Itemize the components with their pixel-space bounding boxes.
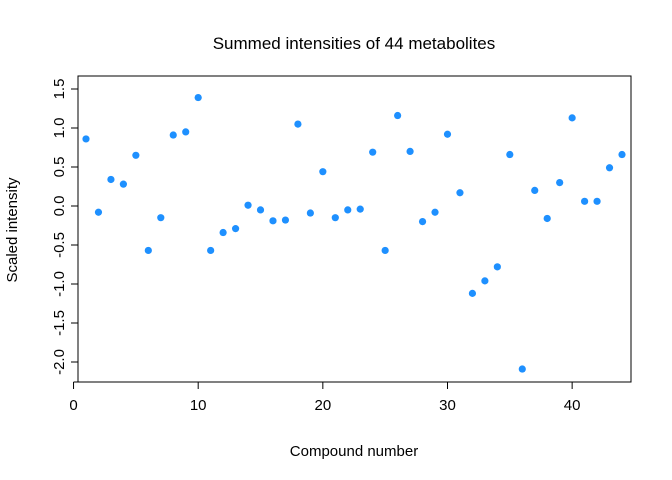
x-tick-label: 30 [439,397,456,414]
data-point [144,246,152,255]
data-point [107,175,115,184]
data-point [244,201,252,209]
data-point [506,150,514,159]
x-axis: 0 10 20 30 40 [69,381,581,414]
y-axis: -2.0 -1.5 -1.0 -0.5 0.0 0.5 1.0 1.5 [51,79,79,375]
x-axis-label: Compound number [290,443,418,460]
chart-title: Summed intensities of 44 metabolites [213,34,496,53]
data-point [132,151,140,159]
data-point [581,197,589,205]
data-point [344,206,352,214]
x-tick-label: 40 [564,397,581,414]
data-point [219,228,227,237]
data-point [605,164,614,172]
y-tick-label: 1.5 [51,79,68,100]
data-point [381,246,389,255]
data-point [207,246,215,255]
data-point [468,289,477,297]
data-point [593,197,601,205]
data-point [182,128,190,136]
data-point [369,148,377,156]
data-point [306,209,314,217]
data-point [256,206,265,214]
data-point [406,147,414,155]
data-point [543,214,551,223]
data-point [394,111,402,120]
data-point [331,214,339,222]
data-point [269,217,277,225]
data-point [518,365,526,373]
data-point [294,120,302,128]
data-points [82,93,626,373]
data-point [169,131,177,139]
data-point [194,93,202,102]
y-tick-label: 1.0 [51,118,68,139]
y-axis-label: Scaled intensity [4,177,21,283]
y-tick-label: -0.5 [51,232,68,258]
data-point [618,150,626,159]
data-point [281,216,290,224]
data-point [556,179,564,187]
data-point [418,218,427,226]
data-point [456,189,464,197]
y-tick-label: -1.0 [51,271,68,297]
data-point [82,135,90,143]
data-point [431,208,439,216]
data-point [443,130,452,138]
data-point [231,225,240,233]
y-tick-label: -1.5 [51,310,68,336]
y-tick-label: 0.0 [51,196,68,217]
data-point [493,263,501,271]
data-point [319,168,327,176]
data-point [94,208,103,216]
plot-frame [77,75,632,383]
data-point [568,114,576,122]
data-point [531,186,539,194]
data-point [356,205,364,213]
y-tick-label: -2.0 [51,349,68,375]
data-point [119,180,127,188]
x-tick-label: 10 [190,397,207,414]
x-tick-label: 0 [69,397,77,414]
data-point [157,214,165,222]
y-tick-label: 0.5 [51,157,68,178]
x-tick-label: 20 [314,397,331,414]
data-point [481,277,489,285]
